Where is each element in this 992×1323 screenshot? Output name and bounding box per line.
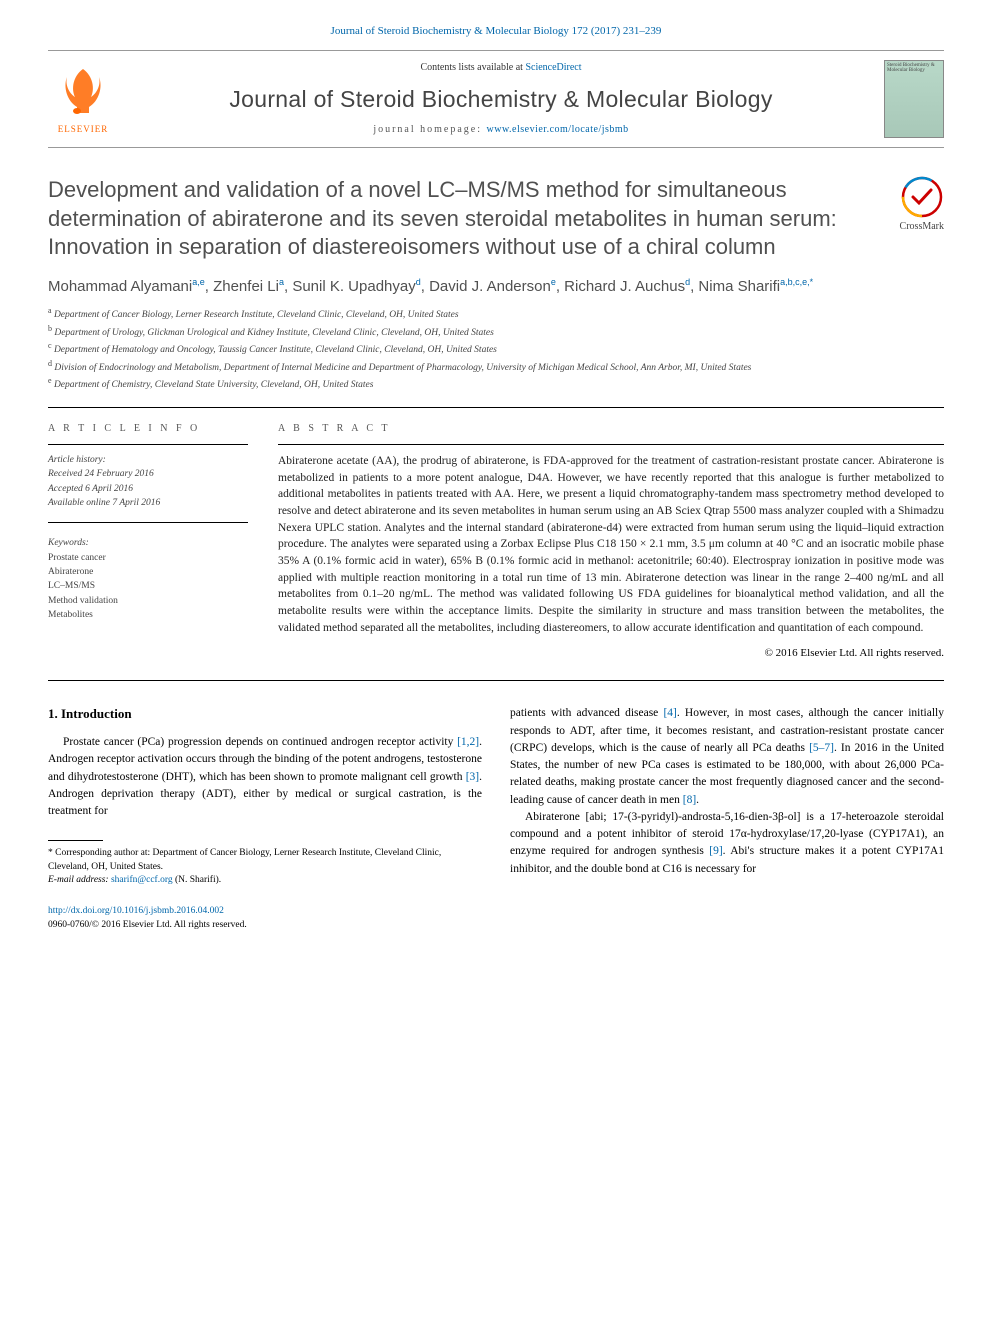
footnote-rule <box>48 840 103 841</box>
history-line: Available online 7 April 2016 <box>48 496 248 510</box>
body-col-left: 1. Introduction Prostate cancer (PCa) pr… <box>48 705 482 887</box>
center-header: Contents lists available at ScienceDirec… <box>118 61 884 137</box>
masthead-row: ELSEVIER Contents lists available at Sci… <box>48 50 944 148</box>
keyword: LC–MS/MS <box>48 579 248 593</box>
article-info-heading: A R T I C L E I N F O <box>48 422 248 437</box>
elsevier-label: ELSEVIER <box>58 123 109 136</box>
ref-link-4[interactable]: [4] <box>663 707 676 719</box>
text-span: patients with advanced disease <box>510 707 663 719</box>
contents-prefix: Contents lists available at <box>420 62 525 73</box>
ref-link-1-2[interactable]: [1,2] <box>457 736 479 748</box>
journal-cover-thumb[interactable]: Steroid Biochemistry & Molecular Biology <box>884 60 944 138</box>
ref-link-8[interactable]: [8] <box>683 794 696 806</box>
ref-link-9[interactable]: [9] <box>709 845 722 857</box>
keyword: Metabolites <box>48 608 248 622</box>
affiliation-line: e Department of Chemistry, Cleveland Sta… <box>48 375 944 392</box>
article-history: Article history: Received 24 February 20… <box>48 453 248 510</box>
homepage-link[interactable]: www.elsevier.com/locate/jsbmb <box>487 124 629 135</box>
issn-copyright: 0960-0760/© 2016 Elsevier Ltd. All right… <box>48 920 247 930</box>
history-line: Accepted 6 April 2016 <box>48 482 248 496</box>
keyword: Prostate cancer <box>48 551 248 565</box>
elsevier-tree-icon <box>53 61 113 121</box>
article-title: Development and validation of a novel LC… <box>48 176 882 262</box>
running-header: Journal of Steroid Biochemistry & Molecu… <box>48 24 944 40</box>
rule-info <box>48 444 248 445</box>
rule-bottom <box>48 680 944 681</box>
email-suffix: (N. Sharifi). <box>173 875 222 885</box>
body-columns: 1. Introduction Prostate cancer (PCa) pr… <box>48 705 944 887</box>
page-footer: http://dx.doi.org/10.1016/j.jsbmb.2016.0… <box>48 905 944 933</box>
authors-line: Mohammad Alyamania,e, Zhenfei Lia, Sunil… <box>48 276 944 298</box>
email-link[interactable]: sharifn@ccf.org <box>111 875 173 885</box>
homepage-line: journal homepage: www.elsevier.com/locat… <box>118 123 884 138</box>
abstract-text: Abiraterone acetate (AA), the prodrug of… <box>278 453 944 636</box>
contents-line: Contents lists available at ScienceDirec… <box>118 61 884 76</box>
doi-link[interactable]: http://dx.doi.org/10.1016/j.jsbmb.2016.0… <box>48 906 224 916</box>
rule-top <box>48 407 944 408</box>
affiliation-line: c Department of Hematology and Oncology,… <box>48 340 944 357</box>
corresponding-text: * Corresponding author at: Department of… <box>48 847 482 874</box>
email-line: E-mail address: sharifn@ccf.org (N. Shar… <box>48 874 482 887</box>
rule-abstract <box>278 444 944 445</box>
text-span: . <box>696 794 699 806</box>
ref-link-3[interactable]: [3] <box>466 771 479 783</box>
copyright-line: © 2016 Elsevier Ltd. All rights reserved… <box>278 646 944 662</box>
history-line: Received 24 February 2016 <box>48 467 248 481</box>
journal-name: Journal of Steroid Biochemistry & Molecu… <box>118 83 884 116</box>
abstract-heading: A B S T R A C T <box>278 422 944 437</box>
body-col-right: patients with advanced disease [4]. Howe… <box>510 705 944 887</box>
affiliation-line: a Department of Cancer Biology, Lerner R… <box>48 305 944 322</box>
history-label: Article history: <box>48 453 248 467</box>
crossmark-badge[interactable]: CrossMark <box>900 176 944 235</box>
affiliations: a Department of Cancer Biology, Lerner R… <box>48 305 944 392</box>
email-label: E-mail address: <box>48 875 111 885</box>
intro-paragraph-2: Abiraterone [abi; 17-(3-pyridyl)-androst… <box>510 809 944 878</box>
intro-paragraph-1-cont: patients with advanced disease [4]. Howe… <box>510 705 944 809</box>
keywords-list: Prostate cancerAbirateroneLC–MS/MSMethod… <box>48 551 248 622</box>
abstract-col: A B S T R A C T Abiraterone acetate (AA)… <box>278 422 944 663</box>
crossmark-icon <box>901 176 943 218</box>
keywords-label: Keywords: <box>48 537 248 551</box>
crossmark-label: CrossMark <box>900 220 944 235</box>
keyword: Method validation <box>48 594 248 608</box>
corresponding-footnote: * Corresponding author at: Department of… <box>48 847 482 887</box>
info-abstract-row: A R T I C L E I N F O Article history: R… <box>48 422 944 663</box>
rule-keywords <box>48 522 248 523</box>
sciencedirect-link[interactable]: ScienceDirect <box>525 62 581 73</box>
elsevier-logo[interactable]: ELSEVIER <box>48 59 118 139</box>
keyword: Abiraterone <box>48 565 248 579</box>
homepage-prefix: journal homepage: <box>373 124 486 135</box>
affiliation-line: d Division of Endocrinology and Metaboli… <box>48 358 944 375</box>
intro-paragraph-1: Prostate cancer (PCa) progression depend… <box>48 734 482 820</box>
article-title-block: Development and validation of a novel LC… <box>48 176 882 262</box>
intro-heading: 1. Introduction <box>48 705 482 724</box>
text-span: Prostate cancer (PCa) progression depend… <box>63 736 457 748</box>
article-info-col: A R T I C L E I N F O Article history: R… <box>48 422 248 663</box>
citation-link[interactable]: Journal of Steroid Biochemistry & Molecu… <box>331 25 662 37</box>
affiliation-line: b Department of Urology, Glickman Urolog… <box>48 323 944 340</box>
cover-thumb-text: Steroid Biochemistry & Molecular Biology <box>885 61 943 76</box>
ref-link-5-7[interactable]: [5–7] <box>809 742 834 754</box>
